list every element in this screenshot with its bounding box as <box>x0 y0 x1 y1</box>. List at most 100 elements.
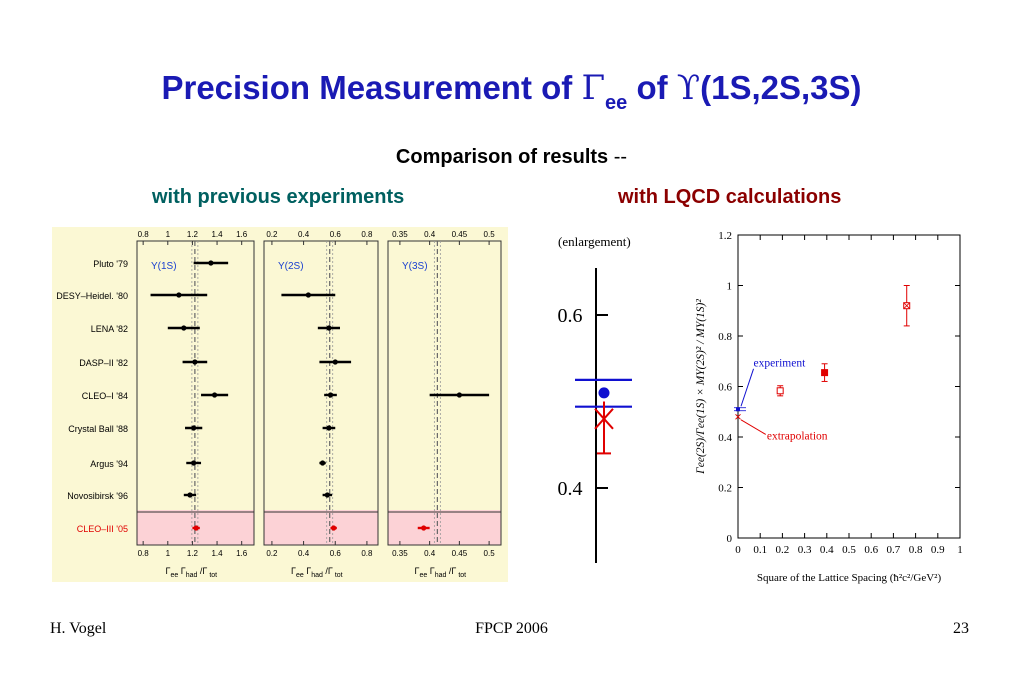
title-text-3: (1S,2S,3S) <box>700 69 862 106</box>
plot-frame <box>737 234 961 539</box>
data-point <box>332 359 338 365</box>
tick-label: 0.4 <box>558 478 583 500</box>
cleo-iii-band <box>388 510 501 545</box>
tick-label-top: 0.4 <box>424 230 436 239</box>
data-point <box>181 325 187 331</box>
tick-label-bottom: 0.45 <box>452 549 468 558</box>
data-point <box>191 425 197 431</box>
data-point <box>176 292 182 298</box>
x-tick-label: 0.9 <box>931 544 945 556</box>
experiment-arrow <box>740 368 755 407</box>
y-axis-label: Γee(2S)/Γee(1S) × MΥ(2S)² / MΥ(1S)² <box>695 299 707 475</box>
tick-label-top: 0.35 <box>392 230 408 239</box>
tick-label-top: 1 <box>166 230 171 239</box>
upsilon-symbol: ϒ <box>676 68 701 108</box>
extrapolation-arrow <box>740 419 767 435</box>
panel-label: Υ(1S) <box>151 261 177 272</box>
y-tick-label: 0.6 <box>718 382 732 394</box>
x-tick-label: 0.8 <box>909 544 923 556</box>
panel-3s: 0.35 0.35 0.4 0.4 0.45 0.45 0.5 0.5 Υ(3S) Γee Γha… <box>387 230 502 579</box>
tick-label-top: 0.4 <box>298 230 310 239</box>
data-point <box>192 359 198 365</box>
tick-label-bottom: 0.4 <box>424 549 436 558</box>
footer-conference: FPCP 2006 <box>475 620 548 637</box>
panel-frame <box>387 240 502 546</box>
tick-label-top: 0.6 <box>330 230 342 239</box>
tick-label-top: 0.45 <box>452 230 468 239</box>
data-point <box>191 460 197 466</box>
experiment-point <box>736 407 740 412</box>
experiment-label: Novosibirsk '96 <box>67 491 128 501</box>
x-tick-label: 0.6 <box>864 544 878 556</box>
y-tick-label: 0 <box>727 533 733 545</box>
y-tick-label: 0.8 <box>718 331 732 343</box>
subtitle-text: Comparison of results <box>395 146 609 168</box>
x-tick-label: 0.5 <box>842 544 856 556</box>
tick-label-bottom: 0.4 <box>298 549 310 558</box>
tick-label-bottom: 1 <box>166 549 171 558</box>
data-point <box>193 525 199 531</box>
tick-label: 0.6 <box>558 305 583 327</box>
lqcd-chart: 0 0.1 0.2 0.3 0.4 0.5 0.6 0.7 0.8 0.9 1 0 0.2 0.4 0.6 0… <box>695 230 963 584</box>
slide-title: Precision Measurement of Γee of ϒ(1S,2S,… <box>0 68 1023 115</box>
title-text-1: Precision Measurement of <box>161 69 582 106</box>
x-axis-label: Γee Γhad /Γ tot <box>415 566 467 579</box>
experiment-label: Crystal Ball '88 <box>68 424 128 434</box>
data-point <box>305 292 311 298</box>
panel-label: Υ(2S) <box>278 261 304 272</box>
right-heading: with LQCD calculations <box>618 186 842 208</box>
experiment-label: DASP–II '82 <box>79 358 128 368</box>
experiment-label: Pluto '79 <box>93 259 128 269</box>
x-tick-label: 1 <box>957 544 963 556</box>
y-tick-label: 0.4 <box>718 432 732 444</box>
panel-1s: 0.8 0.8 1 1 1.2 1.2 1.4 1.4 1.6 1.6 Υ(1S) Γee Γhad … <box>136 230 255 579</box>
panel-frame <box>263 240 379 546</box>
footer-author: H. Vogel <box>50 620 107 637</box>
footer-page-number: 23 <box>953 620 969 637</box>
tick-label-top: 1.2 <box>187 230 199 239</box>
enlargement-chart: (enlargement) 0.6 0.4 <box>558 234 632 563</box>
experiment-label: LENA '82 <box>91 324 128 334</box>
title-text-2: of <box>627 69 677 106</box>
extrapolation-annotation: extrapolation <box>767 431 828 443</box>
extrapolation-point <box>735 413 741 420</box>
gamma-symbol: Γ <box>581 68 606 108</box>
tick-label-bottom: 0.8 <box>361 549 373 558</box>
left-heading: with previous experiments <box>152 186 405 208</box>
experiment-label: DESY–Heidel. '80 <box>56 291 128 301</box>
tick-label-bottom: 0.5 <box>484 549 496 558</box>
experiments-comparison-chart: Pluto '79 DESY–Heidel. '80 LENA '82 DASP–II… <box>52 227 508 582</box>
x-tick-label: 0 <box>735 544 741 556</box>
data-point <box>187 492 193 498</box>
lqcd-point <box>594 408 614 430</box>
x-tick-label: 0.3 <box>798 544 812 556</box>
experiment-label: CLEO–III '05 <box>77 524 128 534</box>
data-point <box>421 525 427 531</box>
tick-label-bottom: 1.2 <box>187 549 199 558</box>
tick-label-bottom: 1.6 <box>236 549 248 558</box>
experiment-annotation: experiment <box>754 357 807 369</box>
lattice-point <box>821 369 829 377</box>
tick-label-bottom: 0.8 <box>138 549 150 558</box>
tick-label-top: 1.6 <box>236 230 248 239</box>
cleo-iii-band <box>264 510 378 545</box>
x-axis-label: Γee Γhad /Γ tot <box>166 566 218 579</box>
y-tick-label: 1.2 <box>718 230 732 242</box>
data-point <box>456 392 462 398</box>
gamma-subscript: ee <box>605 92 628 114</box>
x-tick-label: 0.1 <box>753 544 767 556</box>
data-point <box>208 260 214 266</box>
experiment-point <box>598 387 610 399</box>
panel-frame <box>136 240 255 546</box>
data-point <box>326 425 332 431</box>
y-tick-label: 1 <box>727 281 733 293</box>
slide-subtitle: Comparison of results -- <box>0 146 1023 169</box>
tick-label-top: 0.2 <box>266 230 278 239</box>
tick-label-bottom: 0.6 <box>330 549 342 558</box>
x-tick-label: 0.7 <box>887 544 901 556</box>
data-point <box>324 492 330 498</box>
panel-label: Υ(3S) <box>402 261 428 272</box>
x-axis-label: Γee Γhad /Γ tot <box>291 566 343 579</box>
tick-label-bottom: 1.4 <box>211 549 223 558</box>
data-point <box>327 392 334 398</box>
